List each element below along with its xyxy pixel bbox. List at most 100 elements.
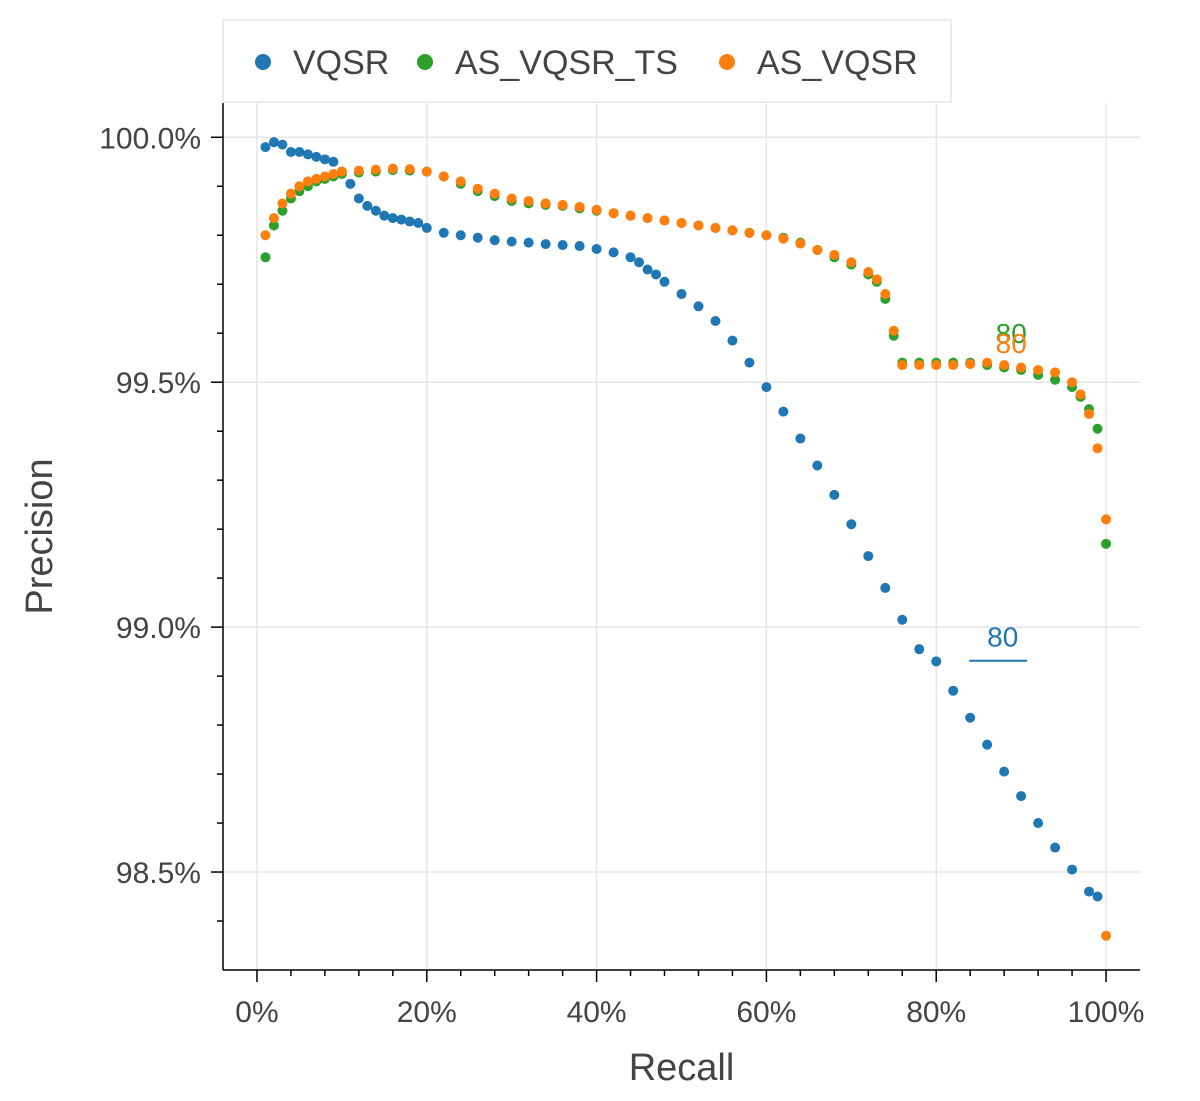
point-as-vqsr-45 bbox=[914, 360, 925, 371]
point-as-vqsr-3 bbox=[285, 188, 296, 199]
y-axis-title: Precision bbox=[19, 458, 61, 614]
point-vqsr-13 bbox=[370, 205, 381, 216]
point-vqsr-54 bbox=[982, 739, 993, 750]
point-as-vqsr-55 bbox=[1075, 389, 1086, 400]
point-vqsr-25 bbox=[523, 237, 534, 248]
point-as-vqsr-33 bbox=[744, 227, 755, 238]
point-as-vqsr-15 bbox=[438, 171, 449, 182]
legend-marker-2 bbox=[719, 54, 735, 70]
y-tick-label-0: 98.5% bbox=[116, 857, 201, 890]
point-as-vqsr-58 bbox=[1101, 514, 1112, 525]
point-as-vqsr-ts-58 bbox=[1101, 538, 1112, 549]
point-as-vqsr-ts-0 bbox=[260, 252, 271, 263]
point-as-vqsr-8 bbox=[328, 169, 339, 180]
x-tick-label-0: 0% bbox=[235, 996, 278, 1029]
point-as-vqsr-19 bbox=[506, 193, 517, 204]
point-vqsr-52 bbox=[948, 685, 959, 696]
point-as-vqsr-6 bbox=[311, 173, 322, 184]
point-vqsr-61 bbox=[1092, 891, 1103, 902]
point-vqsr-21 bbox=[455, 230, 466, 241]
axes: 0% 20% 40% 60% 80% 100% 98.5% 99.0% 99.5% 100.0% bbox=[99, 103, 1144, 1029]
annotation-2: 80 bbox=[996, 328, 1027, 359]
x-tick-label-2: 40% bbox=[567, 996, 627, 1029]
point-vqsr-23 bbox=[489, 235, 500, 246]
point-as-vqsr-41 bbox=[871, 274, 882, 285]
point-vqsr-29 bbox=[591, 243, 602, 254]
point-as-vqsr-39 bbox=[846, 257, 857, 268]
point-as-vqsr-ts-53 bbox=[1050, 374, 1061, 385]
point-vqsr-46 bbox=[846, 519, 857, 530]
point-vqsr-41 bbox=[761, 382, 772, 393]
point-vqsr-15 bbox=[387, 213, 398, 224]
point-vqsr-57 bbox=[1033, 818, 1044, 829]
point-as-vqsr-59 bbox=[1101, 930, 1112, 941]
x-tick-label-3: 60% bbox=[736, 996, 796, 1029]
point-vqsr-28 bbox=[574, 241, 585, 252]
point-as-vqsr-32 bbox=[727, 225, 738, 236]
point-vqsr-10 bbox=[345, 178, 356, 189]
legend: VQSR AS_VQSR_TS AS_VQSR bbox=[222, 19, 952, 103]
point-vqsr-36 bbox=[676, 289, 687, 300]
point-as-vqsr-37 bbox=[812, 244, 823, 255]
point-vqsr-7 bbox=[319, 154, 330, 165]
point-as-vqsr-5 bbox=[302, 176, 313, 187]
point-vqsr-33 bbox=[642, 264, 653, 275]
point-as-vqsr-24 bbox=[591, 204, 602, 215]
point-vqsr-60 bbox=[1084, 886, 1095, 897]
legend-label-2: AS_VQSR bbox=[757, 44, 918, 82]
point-as-vqsr-10 bbox=[353, 165, 364, 176]
point-vqsr-43 bbox=[795, 433, 806, 444]
point-as-vqsr-34 bbox=[761, 230, 772, 241]
legend-box bbox=[222, 19, 952, 103]
point-vqsr-56 bbox=[1016, 791, 1027, 802]
point-vqsr-40 bbox=[744, 357, 755, 368]
point-as-vqsr-38 bbox=[829, 249, 840, 260]
x-axis-title: Recall bbox=[629, 1047, 735, 1089]
point-as-vqsr-42 bbox=[880, 289, 891, 300]
point-as-vqsr-43 bbox=[888, 325, 899, 336]
point-vqsr-37 bbox=[693, 301, 704, 312]
annotation-1: 80 bbox=[996, 318, 1027, 349]
point-as-vqsr-53 bbox=[1050, 367, 1061, 378]
point-as-vqsr-12 bbox=[387, 163, 398, 174]
point-vqsr-1 bbox=[268, 137, 279, 148]
point-vqsr-53 bbox=[965, 712, 976, 723]
point-vqsr-48 bbox=[880, 582, 891, 593]
point-vqsr-2 bbox=[277, 139, 288, 150]
point-vqsr-44 bbox=[812, 460, 823, 471]
point-as-vqsr-ts-1 bbox=[268, 220, 279, 231]
annotation-0: 80 bbox=[987, 622, 1018, 653]
point-as-vqsr-0 bbox=[260, 230, 271, 241]
point-as-vqsr-11 bbox=[370, 164, 381, 175]
point-vqsr-45 bbox=[829, 489, 840, 500]
y-tick-label-1: 99.0% bbox=[116, 612, 201, 645]
legend-marker-1 bbox=[417, 54, 433, 70]
x-tick-label-5: 100% bbox=[1068, 996, 1145, 1029]
point-vqsr-59 bbox=[1067, 864, 1078, 875]
legend-marker-0 bbox=[255, 54, 271, 70]
point-vqsr-5 bbox=[302, 149, 313, 160]
point-as-vqsr-1 bbox=[268, 213, 279, 224]
point-as-vqsr-30 bbox=[693, 220, 704, 231]
point-as-vqsr-ts-2 bbox=[277, 205, 288, 216]
point-as-vqsr-23 bbox=[574, 201, 585, 212]
point-as-vqsr-17 bbox=[472, 183, 483, 194]
point-as-vqsr-56 bbox=[1084, 409, 1095, 420]
point-vqsr-12 bbox=[362, 200, 373, 211]
point-as-vqsr-51 bbox=[1016, 362, 1027, 373]
point-vqsr-42 bbox=[778, 406, 789, 417]
point-vqsr-17 bbox=[404, 216, 415, 227]
point-as-vqsr-46 bbox=[931, 360, 942, 371]
point-as-vqsr-14 bbox=[421, 166, 432, 177]
point-as-vqsr-57 bbox=[1092, 443, 1103, 454]
point-vqsr-11 bbox=[353, 193, 364, 204]
point-vqsr-35 bbox=[659, 276, 670, 287]
point-vqsr-3 bbox=[285, 146, 296, 157]
point-vqsr-32 bbox=[634, 257, 645, 268]
point-as-vqsr-ts-57 bbox=[1092, 423, 1103, 434]
point-vqsr-20 bbox=[438, 227, 449, 238]
